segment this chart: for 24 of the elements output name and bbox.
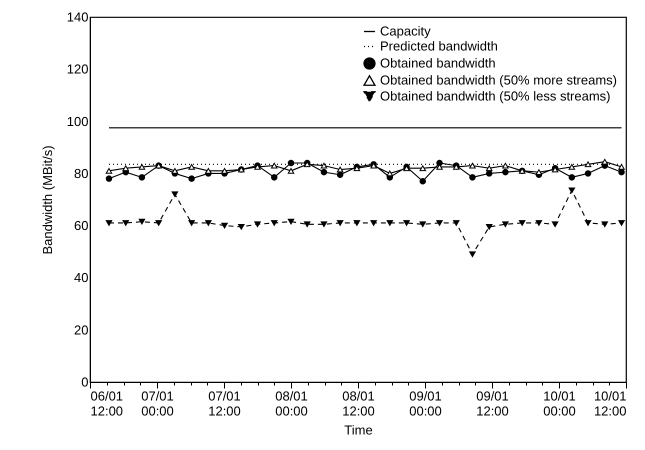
x-tick-label: 09/01 12:00 [476, 388, 509, 418]
y-tick-label: 80 [74, 166, 88, 181]
y-tick-label: 0 [81, 374, 88, 390]
y-tick-label: 100 [66, 114, 88, 129]
legend-label: Obtained bandwidth (50% more streams) [380, 72, 618, 88]
x-tick-label: 10/01 00:00 [543, 388, 576, 418]
y-axis-title: Bandwidth (MBit/s) [40, 145, 55, 255]
x-tick-label: 07/01 00:00 [141, 388, 174, 418]
x-tick-label: 09/01 00:00 [409, 388, 442, 418]
y-tick-label: 40 [74, 270, 88, 286]
y-tick-label: 140 [66, 10, 88, 24]
x-tick-label: 08/01 00:00 [275, 388, 308, 418]
y-tick-label: 120 [66, 62, 88, 77]
x-tick-label: 10/01 12:00 [594, 388, 626, 418]
x-tick-label: 08/01 12:00 [342, 388, 375, 418]
legend-label: Capacity [380, 24, 432, 38]
x-tick-label: 07/01 12:00 [208, 388, 241, 418]
legend-label: Obtained bandwidth (50% less streams) [380, 88, 611, 104]
x-axis-title: Time [344, 422, 373, 438]
y-tick-label: 20 [74, 322, 88, 338]
x-tick-label: 06/01 12:00 [90, 388, 124, 418]
legend-label: Obtained bandwidth [380, 56, 496, 70]
y-tick-label: 60 [74, 218, 88, 234]
legend-label: Predicted bandwidth [380, 38, 498, 54]
